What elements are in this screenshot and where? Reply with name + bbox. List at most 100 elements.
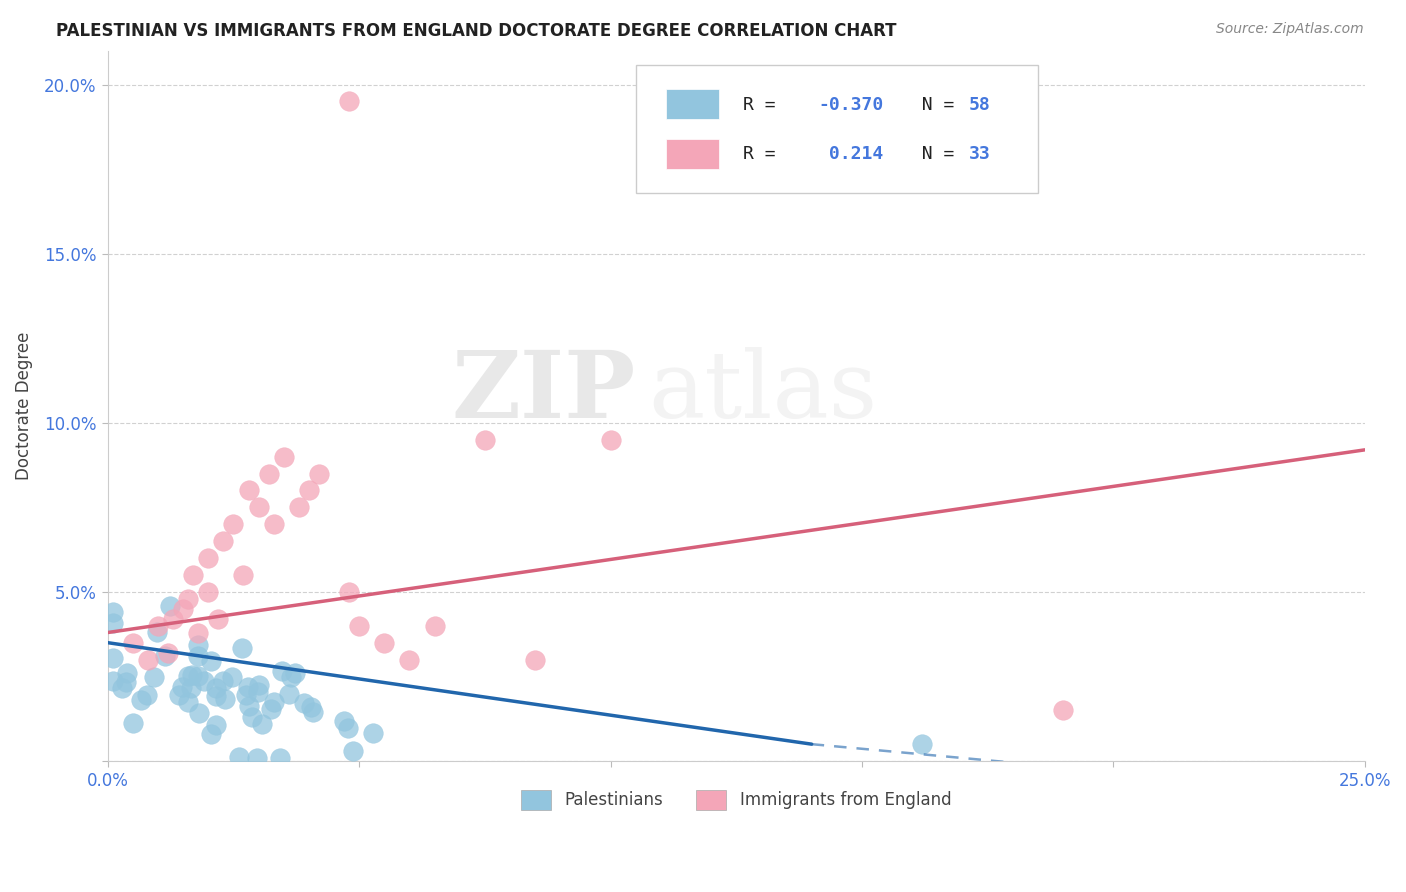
Point bbox=[146, 619, 169, 633]
Point bbox=[180, 681, 202, 695]
Text: 33: 33 bbox=[969, 145, 991, 163]
Point bbox=[337, 95, 360, 109]
Point bbox=[187, 638, 209, 652]
Point bbox=[337, 721, 360, 735]
Point bbox=[167, 688, 190, 702]
Point bbox=[246, 685, 269, 699]
Point bbox=[263, 517, 285, 532]
Text: N =: N = bbox=[900, 145, 965, 163]
Text: R =: R = bbox=[742, 95, 786, 113]
Point bbox=[263, 696, 285, 710]
Point bbox=[187, 669, 209, 683]
Text: -0.370: -0.370 bbox=[818, 95, 883, 113]
Y-axis label: Doctorate Degree: Doctorate Degree bbox=[15, 332, 32, 480]
Point bbox=[207, 612, 229, 626]
Point bbox=[212, 534, 235, 549]
Point bbox=[214, 692, 236, 706]
Point bbox=[131, 693, 153, 707]
Point bbox=[347, 619, 370, 633]
Point bbox=[204, 718, 226, 732]
Point bbox=[299, 700, 322, 714]
Point bbox=[271, 664, 294, 678]
Point bbox=[162, 612, 184, 626]
Point bbox=[177, 695, 200, 709]
Point bbox=[101, 651, 124, 665]
Point bbox=[197, 585, 219, 599]
Point bbox=[288, 500, 311, 515]
Point bbox=[911, 737, 934, 751]
Point bbox=[200, 727, 222, 741]
Point bbox=[205, 681, 228, 695]
Point bbox=[181, 568, 204, 582]
Point bbox=[197, 551, 219, 566]
Text: PALESTINIAN VS IMMIGRANTS FROM ENGLAND DOCTORATE DEGREE CORRELATION CHART: PALESTINIAN VS IMMIGRANTS FROM ENGLAND D… bbox=[56, 22, 897, 40]
Point bbox=[361, 726, 384, 740]
Point bbox=[172, 602, 194, 616]
Point bbox=[122, 715, 145, 730]
Point bbox=[232, 568, 254, 582]
Legend: Palestinians, Immigrants from England: Palestinians, Immigrants from England bbox=[515, 783, 957, 817]
Text: R =: R = bbox=[742, 145, 786, 163]
Point bbox=[212, 674, 235, 689]
Point bbox=[398, 652, 420, 666]
Point bbox=[111, 681, 134, 695]
Point bbox=[135, 688, 157, 702]
Point bbox=[238, 699, 260, 714]
Text: N =: N = bbox=[900, 95, 965, 113]
Point bbox=[115, 675, 138, 690]
Point bbox=[193, 673, 215, 688]
Point bbox=[238, 483, 260, 498]
Point bbox=[423, 619, 446, 633]
Point bbox=[146, 624, 169, 639]
FancyBboxPatch shape bbox=[666, 139, 718, 169]
Point bbox=[159, 599, 181, 613]
Point bbox=[302, 705, 325, 719]
Point bbox=[373, 635, 395, 649]
Point bbox=[474, 433, 496, 447]
Point bbox=[235, 689, 257, 703]
Point bbox=[257, 467, 280, 481]
Point bbox=[599, 433, 621, 447]
FancyBboxPatch shape bbox=[666, 89, 718, 119]
Point bbox=[172, 681, 194, 695]
Point bbox=[308, 467, 330, 481]
Point bbox=[177, 591, 200, 606]
Point bbox=[177, 668, 200, 682]
Point bbox=[278, 688, 301, 702]
Point bbox=[204, 690, 226, 704]
Point bbox=[524, 652, 547, 666]
Point bbox=[101, 616, 124, 631]
Point bbox=[136, 652, 159, 666]
Point bbox=[250, 716, 273, 731]
Point bbox=[101, 605, 124, 619]
FancyBboxPatch shape bbox=[636, 65, 1038, 193]
Point bbox=[153, 649, 176, 664]
Point bbox=[247, 500, 270, 515]
Point bbox=[187, 625, 209, 640]
Point bbox=[221, 670, 243, 684]
Point bbox=[121, 635, 143, 649]
Point bbox=[284, 666, 307, 681]
Point bbox=[222, 517, 245, 532]
Point bbox=[181, 668, 204, 682]
Point bbox=[1052, 703, 1074, 717]
Point bbox=[260, 702, 283, 716]
Text: Source: ZipAtlas.com: Source: ZipAtlas.com bbox=[1216, 22, 1364, 37]
Point bbox=[342, 744, 364, 758]
Point bbox=[298, 483, 321, 498]
Point bbox=[157, 646, 180, 660]
Point bbox=[273, 450, 295, 464]
Point bbox=[333, 714, 356, 728]
Point bbox=[115, 665, 138, 680]
Text: ZIP: ZIP bbox=[451, 347, 636, 437]
Point bbox=[292, 696, 315, 710]
Point bbox=[101, 674, 124, 689]
Point bbox=[200, 654, 222, 668]
Point bbox=[142, 670, 165, 684]
Point bbox=[247, 678, 270, 692]
Point bbox=[240, 710, 263, 724]
Text: 0.214: 0.214 bbox=[818, 145, 883, 163]
Point bbox=[337, 585, 360, 599]
Point bbox=[280, 671, 302, 685]
Text: 58: 58 bbox=[969, 95, 991, 113]
